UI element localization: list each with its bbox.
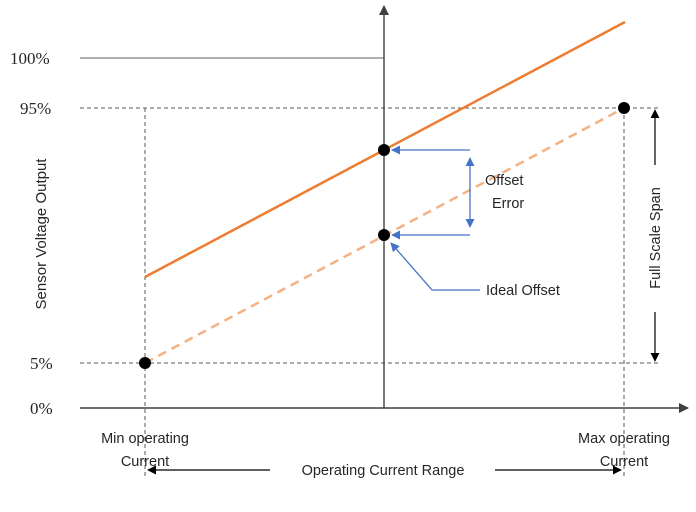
offset-error-bracket: [391, 145, 475, 240]
actual-offset-point: [378, 144, 390, 156]
y-axis-title: Sensor Voltage Output: [33, 158, 50, 310]
max-current-label-line2: Current: [600, 454, 648, 470]
operating-current-range-label: Operating Current Range: [302, 463, 465, 479]
min-current-label-line2: Current: [121, 454, 169, 470]
tick-label-95: 95%: [20, 99, 51, 118]
tick-label-5: 5%: [30, 354, 53, 373]
ideal-offset-point: [378, 229, 390, 241]
max-current-label-line1: Max operating: [578, 431, 670, 447]
guide-lines: [80, 107, 658, 478]
tick-label-0: 0%: [30, 399, 53, 418]
tick-label-100: 100%: [10, 49, 50, 68]
offset-error-label-line2: Error: [492, 196, 524, 212]
max-point: [618, 102, 630, 114]
full-scale-span-label: Full Scale Span: [648, 187, 664, 289]
ideal-offset-callout: [390, 242, 480, 291]
min-current-label-line1: Min operating: [101, 431, 189, 447]
min-point: [139, 357, 151, 369]
offset-error-label-line1: Offset: [485, 173, 523, 189]
ideal-offset-label: Ideal Offset: [486, 283, 560, 299]
